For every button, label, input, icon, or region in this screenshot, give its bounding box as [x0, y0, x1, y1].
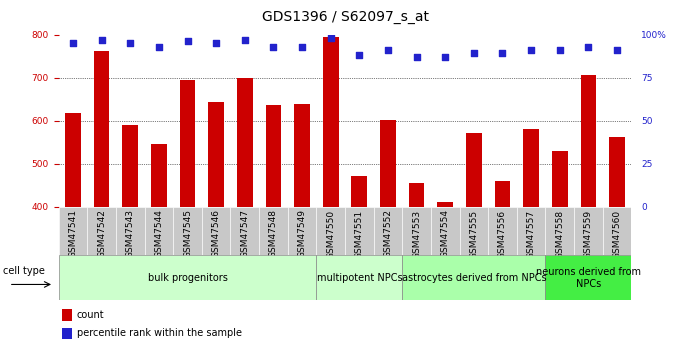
Text: GSM47547: GSM47547 — [240, 209, 249, 258]
Text: GSM47557: GSM47557 — [526, 209, 535, 258]
Text: GSM47544: GSM47544 — [155, 209, 164, 258]
Point — [210, 40, 221, 46]
Text: GSM47558: GSM47558 — [555, 209, 564, 258]
Bar — [59, 255, 316, 300]
Bar — [580, 75, 596, 207]
Point — [268, 44, 279, 49]
Bar — [230, 207, 259, 255]
Point — [325, 35, 336, 41]
Bar — [603, 207, 631, 255]
Bar — [151, 144, 167, 207]
Text: GSM47548: GSM47548 — [269, 209, 278, 258]
Point — [96, 37, 107, 42]
Text: GSM47554: GSM47554 — [441, 209, 450, 258]
Bar — [345, 207, 374, 255]
Bar — [208, 102, 224, 207]
Text: multipotent NPCs: multipotent NPCs — [317, 273, 402, 283]
Point — [554, 47, 565, 53]
Text: GSM47543: GSM47543 — [126, 209, 135, 258]
Bar — [316, 255, 402, 300]
Point — [411, 54, 422, 60]
Bar — [609, 137, 625, 207]
Text: cell type: cell type — [3, 266, 45, 276]
Bar — [517, 207, 546, 255]
Bar — [466, 133, 482, 207]
Bar — [574, 207, 603, 255]
Bar — [266, 105, 282, 207]
Bar — [116, 207, 145, 255]
Text: GSM47549: GSM47549 — [297, 209, 306, 258]
Text: GSM47546: GSM47546 — [212, 209, 221, 258]
Text: GSM47545: GSM47545 — [183, 209, 192, 258]
Bar — [489, 207, 517, 255]
Text: bulk progenitors: bulk progenitors — [148, 273, 228, 283]
Bar — [173, 207, 202, 255]
Text: GSM47542: GSM47542 — [97, 209, 106, 258]
Text: astrocytes derived from NPCs: astrocytes derived from NPCs — [402, 273, 546, 283]
Point — [440, 54, 451, 60]
Bar — [316, 207, 345, 255]
Text: GSM47552: GSM47552 — [384, 209, 393, 258]
Bar — [402, 255, 546, 300]
Bar — [523, 128, 539, 207]
Point — [583, 44, 594, 49]
Point — [153, 44, 164, 49]
Point — [297, 44, 308, 49]
Bar — [408, 183, 424, 207]
Bar — [179, 80, 195, 207]
Point — [125, 40, 136, 46]
Bar — [61, 328, 72, 339]
Text: GSM47560: GSM47560 — [613, 209, 622, 258]
Bar — [122, 125, 138, 207]
Text: GSM47553: GSM47553 — [412, 209, 421, 258]
Text: GSM47551: GSM47551 — [355, 209, 364, 258]
Bar — [351, 176, 367, 207]
Point — [526, 47, 537, 53]
Bar — [65, 114, 81, 207]
Bar — [288, 207, 316, 255]
Bar — [402, 207, 431, 255]
Text: neurons derived from
NPCs: neurons derived from NPCs — [536, 267, 641, 288]
Bar — [259, 207, 288, 255]
Text: GSM47559: GSM47559 — [584, 209, 593, 258]
Bar — [323, 37, 339, 207]
Bar — [546, 255, 631, 300]
Text: percentile rank within the sample: percentile rank within the sample — [77, 328, 242, 338]
Point — [497, 51, 508, 56]
Bar — [431, 207, 460, 255]
Text: GSM47556: GSM47556 — [498, 209, 507, 258]
Bar — [437, 202, 453, 207]
Point — [382, 47, 393, 53]
Text: count: count — [77, 310, 105, 320]
Text: GSM47555: GSM47555 — [469, 209, 478, 258]
Point — [239, 37, 250, 42]
Bar — [145, 207, 173, 255]
Bar — [94, 51, 110, 207]
Bar — [546, 207, 574, 255]
Bar — [374, 207, 402, 255]
Bar — [237, 78, 253, 207]
Point — [611, 47, 622, 53]
Bar — [460, 207, 489, 255]
Text: GDS1396 / S62097_s_at: GDS1396 / S62097_s_at — [262, 10, 428, 24]
Bar — [294, 104, 310, 207]
Point — [182, 39, 193, 44]
Text: GSM47541: GSM47541 — [68, 209, 77, 258]
Point — [469, 51, 480, 56]
Bar — [87, 207, 116, 255]
Bar — [61, 309, 72, 321]
Text: GSM47550: GSM47550 — [326, 209, 335, 258]
Point — [68, 40, 79, 46]
Bar — [495, 181, 511, 207]
Bar — [552, 151, 568, 207]
Bar — [380, 120, 396, 207]
Bar — [59, 207, 87, 255]
Bar — [202, 207, 230, 255]
Point — [354, 52, 365, 58]
